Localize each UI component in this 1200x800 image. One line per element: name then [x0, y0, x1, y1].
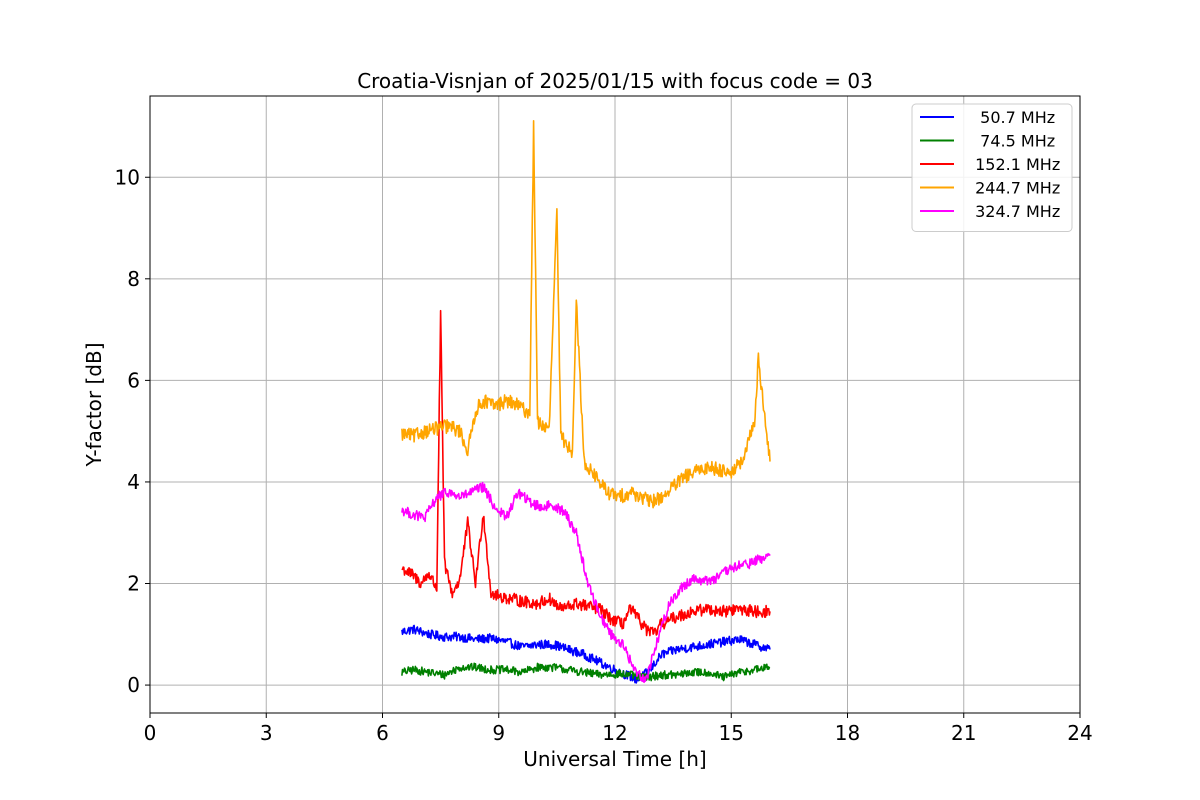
x-tick-label: 0: [144, 721, 157, 745]
y-tick-label: 2: [127, 572, 140, 596]
x-tick-label: 24: [1067, 721, 1092, 745]
legend: 50.7 MHz 74.5 MHz 152.1 MHz 244.7 MHz 32…: [911, 103, 1073, 232]
chart-title: Croatia-Visnjan of 2025/01/15 with focus…: [357, 69, 873, 93]
series-line: [401, 120, 771, 509]
series-group: [401, 120, 771, 684]
series-line: [401, 481, 771, 684]
legend-box: [911, 103, 1073, 232]
x-tick-label: 21: [951, 721, 976, 745]
series-line: [401, 624, 771, 684]
x-tick-label: 3: [260, 721, 273, 745]
y-tick-label: 8: [127, 267, 140, 291]
legend-label: 152.1 MHz: [970, 155, 1060, 174]
series-line: [401, 309, 771, 637]
x-tick-label: 15: [719, 721, 744, 745]
y-tick-label: 10: [115, 165, 140, 189]
series-line: [401, 662, 771, 682]
x-tick-label: 9: [492, 721, 505, 745]
y-axis-label: Y-factor [dB]: [82, 342, 106, 467]
legend-label: 50.7 MHz: [970, 108, 1055, 127]
y-tick-label: 6: [127, 368, 140, 392]
x-axis-label: Universal Time [h]: [523, 747, 706, 771]
y-tick-label: 4: [127, 470, 140, 494]
legend-label: 244.7 MHz: [970, 179, 1060, 198]
x-tick-label: 12: [602, 721, 627, 745]
y-tick-label: 0: [127, 673, 140, 697]
x-tick-label: 18: [835, 721, 860, 745]
x-tick-label: 6: [376, 721, 389, 745]
legend-label: 74.5 MHz: [970, 132, 1055, 151]
legend-label: 324.7 MHz: [970, 202, 1060, 221]
